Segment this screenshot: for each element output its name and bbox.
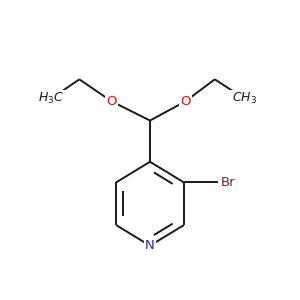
Text: $CH_3$: $CH_3$ <box>232 91 257 106</box>
Text: O: O <box>106 95 117 108</box>
Text: N: N <box>145 239 155 252</box>
Text: Br: Br <box>221 176 235 189</box>
Text: $H_3C$: $H_3C$ <box>38 91 64 106</box>
Text: O: O <box>180 95 190 108</box>
